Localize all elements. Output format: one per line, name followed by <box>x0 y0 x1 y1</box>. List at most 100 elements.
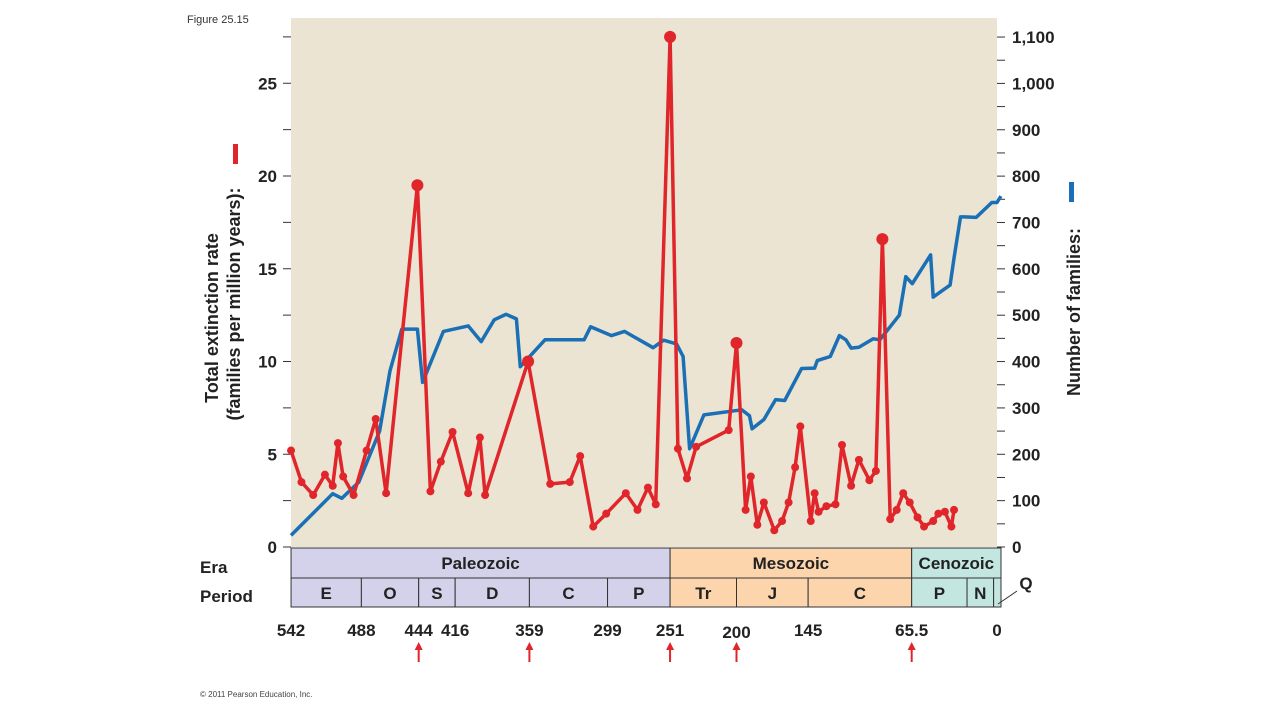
rate-data-point <box>759 498 768 507</box>
rate-data-point <box>633 505 642 514</box>
right-tick-label: 1,100 <box>1012 28 1055 47</box>
geologic-time-bands: Paleozoic Mesozoic Cenozoic E O S D C P Tr J C P N <box>290 547 1002 608</box>
quaternary-label: Q <box>1019 574 1032 593</box>
time-tick-label: 65.5 <box>895 621 928 640</box>
rate-data-point <box>814 507 823 516</box>
time-tick-label: 444 <box>405 621 434 640</box>
rate-data-point <box>602 509 611 518</box>
left-tick-label: 5 <box>268 445 277 464</box>
rate-data-point <box>905 498 914 507</box>
rate-legend-marker <box>233 144 238 164</box>
rate-data-point <box>810 489 819 498</box>
rate-data-point <box>436 457 445 466</box>
rate-data-point <box>934 509 943 518</box>
rate-data-point <box>831 500 840 509</box>
rate-data-point <box>822 502 831 511</box>
mass-extinction-point <box>664 30 677 43</box>
rate-data-point <box>791 463 800 472</box>
era-band-label: Mesozoic <box>753 554 830 573</box>
period-band <box>736 577 809 608</box>
rate-data-point <box>950 505 959 514</box>
rate-data-point <box>724 426 733 435</box>
rate-data-point <box>297 478 306 487</box>
families-series-line <box>289 195 1003 537</box>
time-tick-label: 359 <box>515 621 543 640</box>
rate-data-point <box>847 481 856 490</box>
plot-area <box>291 18 997 547</box>
right-tick-label: 600 <box>1012 260 1040 279</box>
extinction-arrows <box>414 642 916 662</box>
extinction-arrow-head <box>525 642 534 650</box>
period-band <box>911 577 968 608</box>
right-axis-title-text: Number of families: <box>1064 228 1084 396</box>
rate-data-point <box>481 491 490 500</box>
era-band-label: Cenozoic <box>919 554 995 573</box>
period-band-label: N <box>974 584 986 603</box>
period-band <box>993 577 1002 608</box>
rate-data-point <box>741 505 750 514</box>
rate-data-point <box>683 474 692 483</box>
era-band-label: Paleozoic <box>441 554 519 573</box>
mass-extinction-point <box>730 336 743 349</box>
rate-data-point <box>362 446 371 455</box>
time-tick-label: 488 <box>347 621 375 640</box>
rate-data-point <box>806 517 815 526</box>
time-tick-label: 299 <box>593 621 621 640</box>
right-tick-label: 400 <box>1012 353 1040 372</box>
rate-data-point <box>770 526 779 535</box>
mass-extinction-point <box>522 355 535 368</box>
figure-label: Figure 25.15 <box>187 14 249 26</box>
period-band <box>360 577 420 608</box>
left-tick-label: 15 <box>258 260 277 279</box>
rate-data-point <box>929 517 938 526</box>
era-band <box>290 547 671 579</box>
rate-data-point <box>892 505 901 514</box>
right-tick-label: 900 <box>1012 121 1040 140</box>
rate-data-point <box>854 455 863 464</box>
period-band-label: E <box>321 584 332 603</box>
rate-data-point <box>940 507 949 516</box>
left-tick-label: 25 <box>258 74 277 93</box>
time-tick-label: 416 <box>441 621 469 640</box>
rate-data-point <box>643 483 652 492</box>
rate-data-point <box>576 452 585 461</box>
rate-data-point <box>673 444 682 453</box>
left-tick-label: 20 <box>258 167 277 186</box>
period-band-label: C <box>562 584 574 603</box>
rate-data-point <box>651 500 660 509</box>
quaternary-leader-line <box>997 590 1018 605</box>
rate-data-point <box>464 489 473 498</box>
rate-data-point <box>621 489 630 498</box>
chart-lines <box>287 30 1003 537</box>
mass-extinction-point <box>411 179 424 192</box>
rate-data-point <box>426 487 435 496</box>
right-tick-label: 1,000 <box>1012 74 1055 93</box>
rate-data-point <box>565 478 574 487</box>
right-tick-label: 0 <box>1012 538 1021 557</box>
right-tick-label: 300 <box>1012 399 1040 418</box>
rate-data-point <box>349 491 358 500</box>
period-band-label: C <box>854 584 866 603</box>
rate-data-point <box>546 479 555 488</box>
era-band <box>911 547 1002 579</box>
right-axis-ticks: 0 100 200 300 400 500 600 700 800 900 1,000 1,100 <box>997 28 1055 557</box>
rate-data-point <box>913 513 922 522</box>
rate-data-point <box>333 439 342 448</box>
rate-data-point <box>796 422 805 431</box>
right-tick-label: 100 <box>1012 492 1040 511</box>
rate-data-point <box>871 466 880 475</box>
time-tick-label: 251 <box>656 621 684 640</box>
rate-data-point <box>778 517 787 526</box>
rate-data-point <box>692 442 701 451</box>
period-band-label: S <box>431 584 442 603</box>
rate-data-point <box>320 470 329 479</box>
extinction-arrow-head <box>414 642 423 650</box>
left-axis-ticks: 0 5 10 15 20 25 <box>258 36 291 557</box>
left-tick-label: 0 <box>268 538 277 557</box>
copyright-text: © 2011 Pearson Education, Inc. <box>200 690 312 699</box>
period-row-label: Period <box>200 587 253 606</box>
mass-extinction-point <box>876 233 889 246</box>
time-tick-label: 145 <box>794 621 822 640</box>
period-band-label: P <box>934 584 945 603</box>
